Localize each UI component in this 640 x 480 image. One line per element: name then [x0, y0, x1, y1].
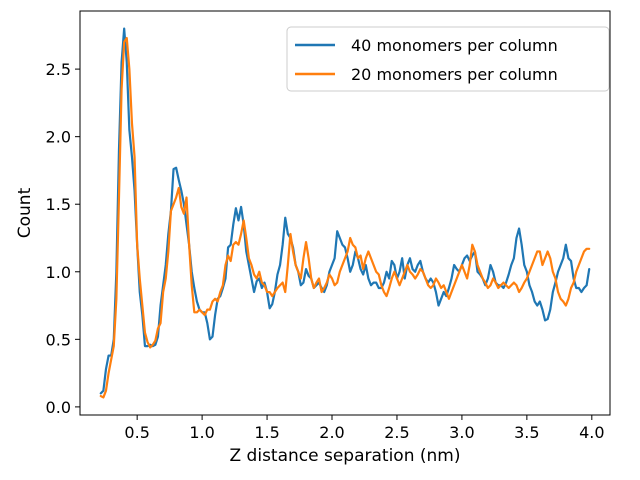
- y-tick-label: 1.5: [46, 195, 71, 214]
- y-tick-label: 0.5: [46, 330, 71, 349]
- x-tick-label: 1.5: [254, 423, 279, 442]
- axes-frame: [79, 10, 611, 416]
- legend: 40 monomers per column 20 monomers per c…: [286, 26, 610, 92]
- series-layer: [99, 27, 591, 399]
- x-axis-label: Z distance separation (nm): [230, 446, 461, 466]
- y-axis-label: Count: [15, 187, 35, 238]
- legend-label-40-monomers: 40 monomers per column: [351, 36, 558, 55]
- x-tick-label: 1.0: [189, 423, 214, 442]
- series-line-20-monomers: [99, 36, 591, 399]
- x-tick-label: 4.0: [579, 423, 604, 442]
- y-tick-label: 2.5: [46, 60, 71, 79]
- x-tick-label: 3.5: [514, 423, 539, 442]
- y-tick-label: 0.0: [46, 398, 71, 417]
- y-axis: 0.0 0.5 1.0 1.5 2.0 2.5: [46, 60, 80, 417]
- x-tick-label: 2.5: [384, 423, 409, 442]
- legend-label-20-monomers: 20 monomers per column: [351, 65, 558, 84]
- series-line-40-monomers: [99, 27, 591, 395]
- x-axis: 0.5 1.0 1.5 2.0 2.5 3.0 3.5 4.0: [124, 415, 605, 442]
- x-tick-label: 2.0: [319, 423, 344, 442]
- y-tick-label: 1.0: [46, 263, 71, 282]
- x-tick-label: 0.5: [124, 423, 149, 442]
- legend-box: [286, 26, 610, 92]
- y-tick-label: 2.0: [46, 128, 71, 147]
- x-tick-label: 3.0: [449, 423, 474, 442]
